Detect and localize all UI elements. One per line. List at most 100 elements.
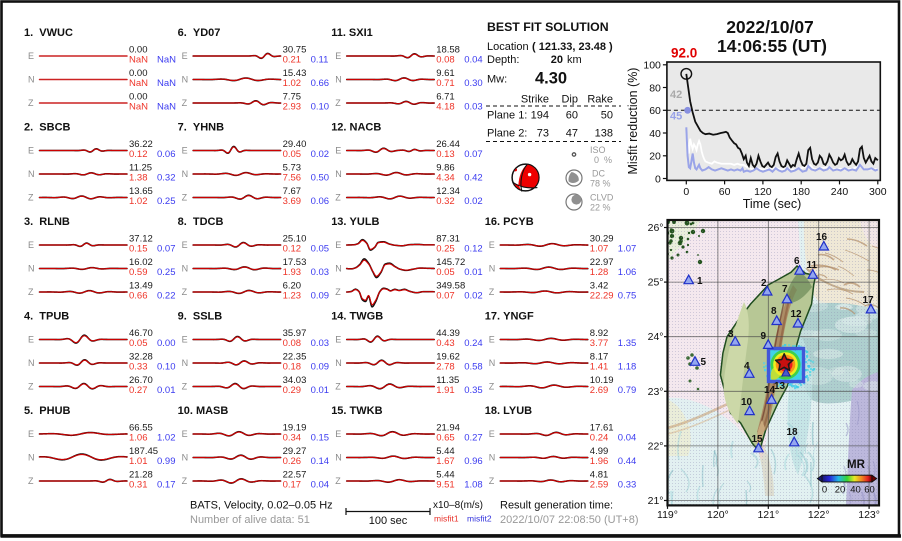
svg-text:N: N (28, 358, 35, 368)
svg-text:N: N (335, 264, 342, 274)
svg-text:22°: 22° (648, 440, 664, 452)
svg-text:CLVD: CLVD (590, 193, 614, 203)
svg-text:0.12: 0.12 (129, 149, 148, 160)
svg-text:40: 40 (649, 128, 661, 140)
svg-text:1.07: 1.07 (618, 244, 637, 255)
svg-text:22.57: 22.57 (283, 469, 307, 480)
svg-text:E: E (335, 240, 341, 250)
svg-text:300: 300 (869, 186, 887, 198)
svg-text:0.30: 0.30 (464, 78, 483, 89)
svg-text:0.14: 0.14 (311, 456, 330, 467)
svg-text:0.03: 0.03 (311, 338, 330, 349)
svg-text:2.93: 2.93 (283, 102, 302, 113)
svg-text:10.19: 10.19 (590, 375, 614, 386)
svg-text:121°: 121° (757, 509, 779, 521)
svg-text:0.12: 0.12 (464, 244, 483, 255)
svg-text:0.65: 0.65 (436, 433, 455, 444)
svg-text:22 %: 22 % (590, 203, 611, 213)
svg-text:13.49: 13.49 (129, 280, 153, 291)
svg-text:0.08: 0.08 (436, 55, 455, 66)
svg-text:0.05: 0.05 (129, 338, 148, 349)
svg-text:E: E (335, 51, 341, 61)
svg-text:4.18: 4.18 (436, 102, 455, 113)
svg-text:E: E (182, 146, 188, 156)
svg-text:Z: Z (489, 382, 495, 392)
svg-text:3.42: 3.42 (590, 280, 609, 291)
svg-text:0.10: 0.10 (311, 102, 330, 113)
svg-text:10: 10 (741, 397, 753, 408)
svg-text:9.51: 9.51 (436, 480, 455, 491)
svg-text:22.35: 22.35 (283, 351, 307, 362)
svg-text:0.02: 0.02 (464, 291, 483, 302)
svg-text:E: E (182, 240, 188, 250)
svg-text:2.59: 2.59 (590, 480, 609, 491)
svg-text:0.04: 0.04 (618, 433, 637, 444)
svg-text:N: N (335, 169, 342, 179)
svg-text:15. TWKB: 15. TWKB (331, 405, 382, 417)
svg-text:194: 194 (531, 110, 549, 122)
svg-text:240: 240 (831, 186, 849, 198)
svg-text:0.05: 0.05 (436, 267, 455, 278)
svg-text:0.79: 0.79 (618, 385, 637, 396)
svg-text:29.27: 29.27 (283, 446, 307, 457)
svg-text:180: 180 (792, 186, 810, 198)
svg-text:9.61: 9.61 (436, 68, 455, 79)
svg-text:42: 42 (670, 89, 682, 101)
svg-text:1.23: 1.23 (283, 291, 302, 302)
svg-text:4: 4 (744, 361, 750, 372)
svg-text:11.25: 11.25 (129, 162, 152, 173)
svg-text:145.72: 145.72 (436, 257, 465, 268)
svg-text:1.91: 1.91 (436, 385, 455, 396)
svg-text:5.73: 5.73 (283, 162, 302, 173)
svg-text:NaN: NaN (157, 78, 176, 89)
svg-text:0.07: 0.07 (464, 149, 483, 160)
svg-text:8. TDCB: 8. TDCB (178, 216, 224, 228)
svg-text:20: 20 (835, 485, 846, 496)
svg-text:Location: Location (487, 41, 529, 53)
svg-text:0.13: 0.13 (436, 149, 455, 160)
svg-text:0.01: 0.01 (157, 385, 176, 396)
svg-text:misfit2: misfit2 (467, 514, 492, 524)
svg-text:0.00: 0.00 (129, 91, 148, 102)
svg-text:0.24: 0.24 (464, 338, 483, 349)
svg-text:15: 15 (752, 434, 764, 445)
svg-text:Z: Z (489, 287, 495, 297)
svg-text:0.34: 0.34 (283, 433, 302, 444)
svg-text:0.33: 0.33 (129, 362, 148, 373)
svg-text:0.09: 0.09 (311, 291, 330, 302)
svg-text:0.02: 0.02 (311, 149, 330, 160)
svg-text:2. SBCB: 2. SBCB (24, 122, 71, 134)
svg-text:MR: MR (847, 459, 866, 471)
svg-text:N: N (335, 358, 342, 368)
svg-text:E: E (28, 146, 34, 156)
svg-text:N: N (28, 264, 35, 274)
svg-text:1.96: 1.96 (590, 456, 609, 467)
svg-text:0.03: 0.03 (311, 267, 330, 278)
svg-text:N: N (489, 358, 496, 368)
svg-text:0.08: 0.08 (283, 338, 302, 349)
svg-text:NaN: NaN (157, 102, 176, 113)
svg-text:0.06: 0.06 (311, 196, 330, 207)
svg-text:0.01: 0.01 (464, 267, 483, 278)
svg-text:Mw:: Mw: (487, 74, 507, 86)
svg-text:Z: Z (335, 193, 341, 203)
svg-text:BATS, Velocity, 0.02–0.05 Hz: BATS, Velocity, 0.02–0.05 Hz (190, 500, 333, 512)
svg-text:34.03: 34.03 (283, 375, 307, 386)
svg-text:8.92: 8.92 (590, 328, 609, 339)
svg-text:138: 138 (595, 128, 613, 140)
svg-text:0 %: 0 % (594, 155, 612, 165)
svg-text:3: 3 (728, 329, 734, 340)
svg-text:0.29: 0.29 (283, 385, 302, 396)
svg-text:13.65: 13.65 (129, 186, 153, 197)
svg-text:Result generation time:: Result generation time: (500, 500, 613, 512)
svg-text:N: N (489, 264, 496, 274)
svg-text:0.33: 0.33 (618, 480, 637, 491)
svg-text:Z: Z (28, 382, 34, 392)
svg-text:30.29: 30.29 (590, 233, 614, 244)
svg-text:14. TWGB: 14. TWGB (331, 311, 383, 323)
svg-text:0.26: 0.26 (283, 456, 302, 467)
svg-text:0.10: 0.10 (157, 362, 176, 373)
svg-text:0.66: 0.66 (311, 78, 330, 89)
svg-text:E: E (335, 335, 341, 345)
svg-text:187.45: 187.45 (129, 446, 158, 457)
